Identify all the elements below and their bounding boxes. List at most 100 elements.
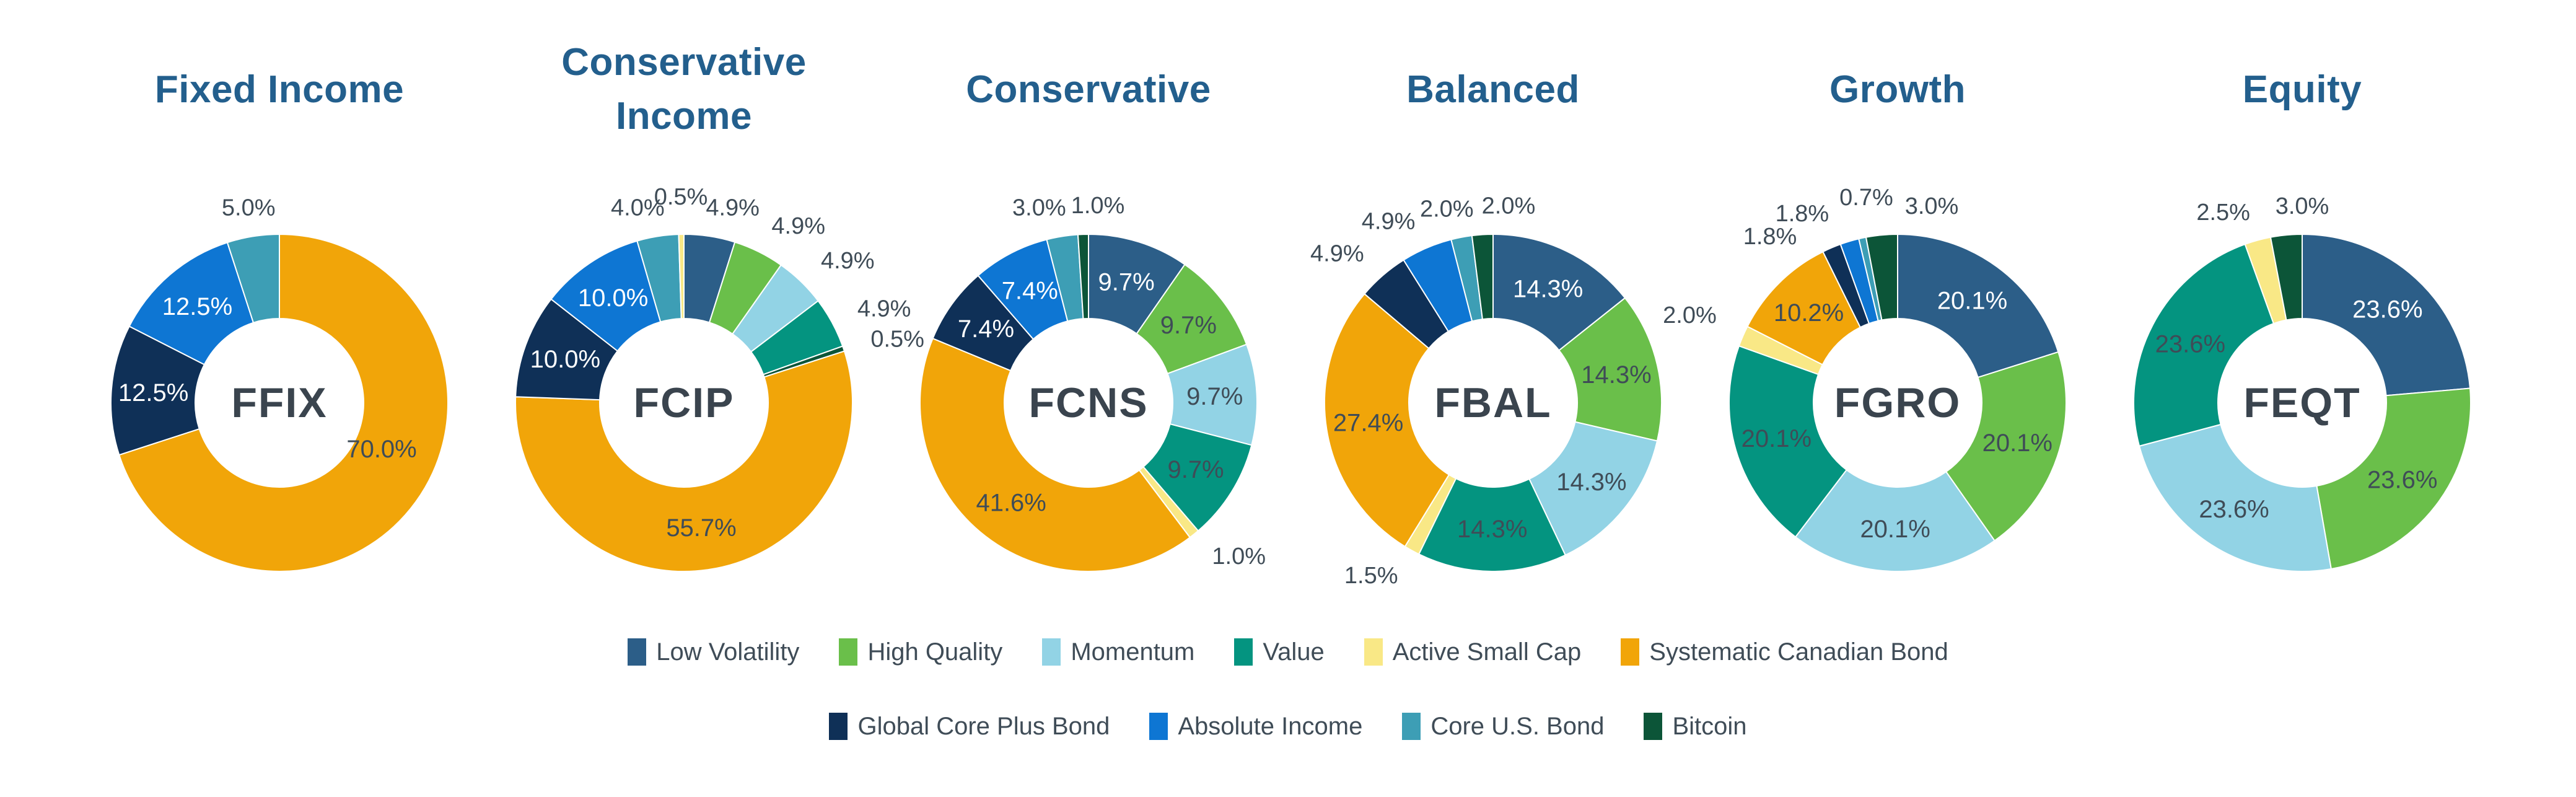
slice-fbal-bitcoin <box>1471 234 1494 320</box>
legend-item-core-u-s-bond: Core U.S. Bond <box>1402 713 1604 741</box>
slice-feqt-momentum <box>2139 423 2332 572</box>
legend-swatch-absolute-income <box>1149 713 1168 740</box>
chart-title-line: Income <box>615 95 753 138</box>
legend-label-systematic-canadian-bond: Systematic Canadian Bond <box>1649 638 1948 666</box>
legend-item-absolute-income: Absolute Income <box>1149 713 1362 741</box>
slice-label-feqt-value: 23.6% <box>2155 330 2225 358</box>
slice-label-fbal-active-small-cap: 1.5% <box>1344 563 1398 589</box>
slice-label-fcns-value: 9.7% <box>1167 456 1224 483</box>
slice-label-fbal-momentum: 14.3% <box>1556 469 1626 496</box>
donut-chart-fcip: 4.9% 4.9% 4.9% 4.9% 0.5% 55.7% 10.0% 10.0% 4.0% 0… <box>473 177 924 629</box>
slice-label-fgro-momentum: 20.1% <box>1860 516 1930 543</box>
slice-label-fcns-global-core-plus-bond: 7.4% <box>958 315 1014 343</box>
donut-svg-fcns: 9.7%9.7%9.7%9.7%1.0%41.6%7.4%7.4%3.0% 1.0… <box>919 193 1266 572</box>
slice-fgro-value <box>1728 345 1847 538</box>
chart-title-fbal: Balanced <box>1282 24 1704 156</box>
slice-label-fcns-bitcoin: 1.0% <box>1071 193 1125 219</box>
slice-label-feqt-high-quality: 23.6% <box>2367 466 2437 493</box>
legend-swatch-core-u-s-bond <box>1402 713 1421 740</box>
slice-label-fcip-value: 4.9% <box>857 296 911 322</box>
legend-label-global-core-plus-bond: Global Core Plus Bond <box>857 712 1110 740</box>
slice-label-fgro-systematic-canadian-bond: 10.2% <box>1774 299 1844 327</box>
donut-svg-fbal: 14.3%14.3%14.3%14.3%1.5%27.4%4.9%4.9% 2.0… <box>1310 193 1662 589</box>
slice-fcip-active-small-cap <box>678 234 685 320</box>
donut-chart-fgro: 20.1% 20.1% 20.1% 20.1% 2.0% 10.2% 1.8% 1.8% 0.7… <box>1663 177 2108 629</box>
chart-title-line: Fixed Income <box>154 68 405 111</box>
slice-label-fcns-high-quality: 9.7% <box>1160 312 1217 339</box>
legend-label-absolute-income: Absolute Income <box>1178 712 1363 740</box>
slice-label-fcns-momentum: 9.7% <box>1186 383 1243 410</box>
slice-label-fbal-absolute-income: 4.9% <box>1362 209 1416 235</box>
slice-label-fbal-bitcoin: 2.0% <box>1482 193 1536 219</box>
legend-swatch-low-volatility <box>628 638 647 666</box>
slice-fcns-bitcoin <box>1077 234 1089 320</box>
legend-item-active-small-cap: Active Small Cap <box>1364 638 1581 666</box>
slice-label-fbal-core-u-s-bond: 2.0% <box>1420 196 1474 222</box>
ticker-label-fcip: FCIP <box>634 379 735 426</box>
slice-label-fcip-absolute-income: 10.0% <box>578 284 648 312</box>
slice-label-feqt-low-volatility: 23.6% <box>2352 296 2422 324</box>
slice-label-fcip-active-small-cap: 0.5% <box>654 184 708 210</box>
legend-label-bitcoin: Bitcoin <box>1672 712 1747 740</box>
slice-ffix-global-core-plus-bond <box>110 325 205 456</box>
chart-title-fcip: Conservative Income <box>473 24 895 156</box>
slice-ffix-systematic-canadian-bond <box>118 234 449 572</box>
slice-label-feqt-bitcoin: 3.0% <box>2276 193 2329 219</box>
legend-item-global-core-plus-bond: Global Core Plus Bond <box>829 713 1110 741</box>
legend-swatch-global-core-plus-bond <box>829 713 848 740</box>
slice-label-ffix-absolute-income: 12.5% <box>162 293 232 320</box>
slice-label-fgro-absolute-income: 1.8% <box>1776 201 1829 227</box>
chart-title-fgro: Growth <box>1687 24 2108 156</box>
legend-swatch-momentum <box>1042 638 1061 666</box>
legend-swatch-high-quality <box>839 638 858 666</box>
slice-fgro-bitcoin <box>1865 234 1898 321</box>
slice-label-fgro-value: 20.1% <box>1741 425 1812 452</box>
slice-feqt-bitcoin <box>2269 234 2303 321</box>
slice-label-fbal-global-core-plus-bond: 4.9% <box>1310 240 1364 266</box>
chart-title-line: Balanced <box>1406 68 1580 111</box>
legend-label-value: Value <box>1263 638 1325 666</box>
slice-label-fgro-low-volatility: 20.1% <box>1937 287 2007 314</box>
donut-chart-ffix: 70.0% 12.5% 12.5% 5.0% FFIX <box>69 177 490 629</box>
slice-label-fbal-high-quality: 14.3% <box>1581 361 1651 389</box>
legend-item-systematic-canadian-bond: Systematic Canadian Bond <box>1621 638 1948 666</box>
legend-swatch-active-small-cap <box>1364 638 1383 666</box>
slice-fbal-value <box>1418 478 1566 572</box>
slice-label-fcip-low-volatility: 4.9% <box>706 195 760 221</box>
slice-label-ffix-global-core-plus-bond: 12.5% <box>118 379 188 407</box>
slice-fcns-systematic-canadian-bond <box>919 338 1191 572</box>
slice-label-fcip-core-u-s-bond: 4.0% <box>611 195 665 221</box>
legend-item-momentum: Momentum <box>1042 638 1194 666</box>
legend-label-momentum: Momentum <box>1071 638 1195 666</box>
ticker-label-feqt: FEQT <box>2243 379 2360 426</box>
legend-label-low-volatility: Low Volatility <box>656 638 800 666</box>
slice-label-fgro-global-core-plus-bond: 1.8% <box>1743 224 1797 250</box>
slice-label-fgro-active-small-cap: 2.0% <box>1663 302 1717 328</box>
chart-title-ffix: Fixed Income <box>69 24 490 156</box>
slice-ffix-absolute-income <box>128 242 254 366</box>
slice-ffix-core-u-s-bond <box>226 234 280 324</box>
slice-fbal-systematic-canadian-bond <box>1324 293 1450 547</box>
ticker-label-fcns: FCNS <box>1028 379 1148 426</box>
ticker-label-ffix: FFIX <box>231 379 327 426</box>
slice-label-fcns-core-u-s-bond: 3.0% <box>1012 195 1066 221</box>
chart-title-line: Conservative <box>561 41 807 84</box>
slice-label-feqt-active-small-cap: 2.5% <box>2196 200 2250 226</box>
legend-label-core-u-s-bond: Core U.S. Bond <box>1430 712 1605 740</box>
ticker-label-fbal: FBAL <box>1434 379 1551 426</box>
slice-feqt-low-volatility <box>2302 234 2471 397</box>
slice-fcip-systematic-canadian-bond <box>515 350 853 572</box>
slice-label-fcip-systematic-canadian-bond: 55.7% <box>666 514 736 542</box>
legend-item-value: Value <box>1234 638 1325 666</box>
slice-label-fcns-active-small-cap: 1.0% <box>1212 544 1266 570</box>
slice-fbal-high-quality <box>1558 297 1662 442</box>
slice-feqt-value <box>2133 244 2274 447</box>
legend-item-high-quality: High Quality <box>839 638 1002 666</box>
legend-swatch-bitcoin <box>1644 713 1663 740</box>
chart-title-line: Growth <box>1829 68 1966 111</box>
donut-svg-fgro: 20.1% 20.1% 20.1% 20.1% 2.0% 10.2% 1.8%1.8% 0.7… <box>1663 185 2067 572</box>
slice-fgro-low-volatility <box>1897 234 2059 378</box>
slice-label-fgro-bitcoin: 3.0% <box>1905 193 1959 219</box>
slice-label-fcns-systematic-canadian-bond: 41.6% <box>976 489 1046 516</box>
